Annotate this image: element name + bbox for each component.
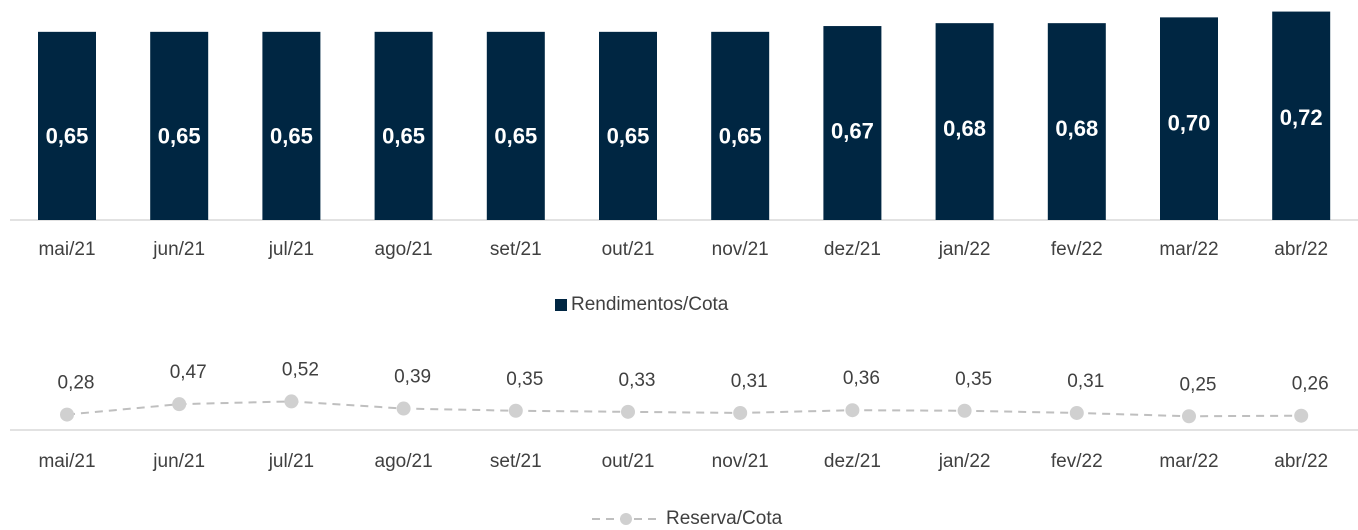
marker [1069,405,1084,420]
x-tick-label: dez/21 [824,451,881,472]
marker [1182,409,1196,424]
x-tick-label: ago/21 [375,451,433,472]
value-label: 0,65 [607,124,650,149]
x-tick-label: jul/21 [268,451,314,472]
value-label: 0,65 [494,124,537,149]
value-label: 0,67 [831,118,874,143]
x-tick-label: ago/21 [375,239,433,260]
marker [396,401,411,416]
value-label: 0,52 [282,359,319,380]
legend-label: Rendimentos/Cota [571,294,729,315]
value-label: 0,72 [1280,105,1323,130]
value-label: 0,35 [506,369,543,390]
bar [374,31,433,221]
x-tick-label: set/21 [490,451,542,472]
bar [1160,17,1218,220]
x-tick-label: dez/21 [824,239,881,260]
x-tick-label: out/21 [602,451,655,472]
marker [284,394,299,409]
value-label: 0,65 [382,124,425,149]
bar [38,31,96,221]
legend-label: Reserva/Cota [666,508,783,529]
bar [1272,11,1331,220]
value-label: 0,47 [170,362,207,383]
marker [172,397,187,412]
value-label: 0,33 [619,370,656,391]
bar [486,31,545,221]
bar [150,31,209,221]
x-tick-label: fev/22 [1051,451,1103,472]
x-tick-label: fev/22 [1051,239,1103,260]
value-label: 0,68 [1055,116,1098,141]
bar [711,31,770,221]
value-label: 0,25 [1180,374,1217,395]
value-label: 0,68 [943,116,986,141]
value-label: 0,26 [1292,374,1329,395]
x-tick-label: out/21 [602,239,655,260]
marker [60,407,74,422]
value-label: 0,65 [719,124,762,149]
value-label: 0,65 [158,124,201,149]
x-tick-label: jun/21 [152,239,205,260]
x-tick-label: jan/22 [938,451,991,472]
x-tick-label: nov/21 [712,239,769,260]
value-label: 0,31 [731,371,768,392]
legend-marker [620,513,632,525]
marker [1294,408,1309,423]
value-label: 0,65 [46,124,89,149]
legend-swatch [555,299,567,311]
x-tick-label: mai/21 [38,451,95,472]
value-label: 0,39 [394,367,431,388]
x-tick-label: mar/22 [1159,451,1218,472]
value-label: 0,36 [843,368,880,389]
x-tick-label: abr/22 [1274,451,1328,472]
value-label: 0,35 [955,369,992,390]
x-tick-label: abr/22 [1274,239,1328,260]
marker [957,403,972,418]
marker [733,405,748,420]
value-label: 0,31 [1067,371,1104,392]
x-tick-label: set/21 [490,239,542,260]
bar [262,31,321,221]
x-tick-label: mar/22 [1159,239,1218,260]
x-tick-label: jul/21 [268,239,314,260]
bar [1047,23,1106,220]
marker [621,404,635,419]
x-tick-label: jan/22 [938,239,991,260]
line [66,400,1302,418]
bar [823,26,882,221]
value-label: 0,70 [1168,110,1211,135]
bar [599,31,657,221]
marker [845,403,860,418]
value-label: 0,28 [58,373,95,394]
bar [935,23,994,220]
marker [508,403,523,418]
x-tick-label: nov/21 [712,451,769,472]
value-label: 0,65 [270,124,313,149]
x-tick-label: jun/21 [152,451,205,472]
x-tick-label: mai/21 [38,239,95,260]
